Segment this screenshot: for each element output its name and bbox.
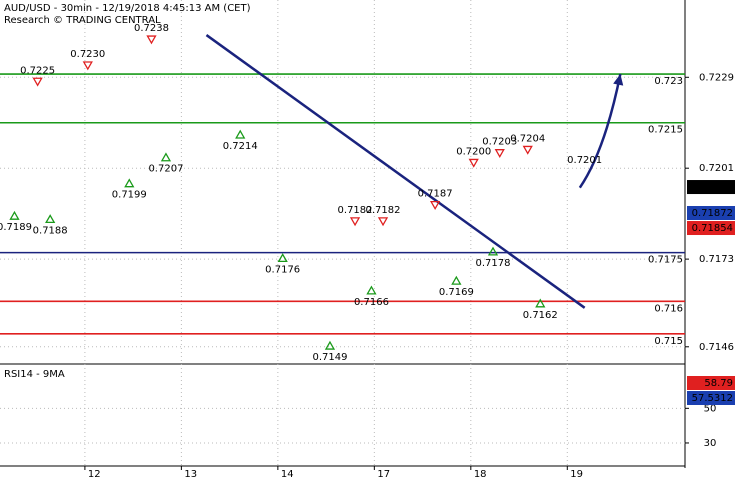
pivot-label: 0.7166	[354, 297, 389, 308]
pivot-label: 0.7230	[70, 49, 105, 60]
pivot-label: 0.7178	[476, 258, 511, 269]
y-tick-label: 0.7173	[699, 254, 734, 265]
level-label: 0.7215	[648, 125, 683, 136]
trend-line	[205, 34, 586, 309]
level-label: 0.716	[654, 303, 683, 314]
projection-arrow	[578, 73, 622, 189]
rsi-title: RSI14 - 9MA	[4, 369, 65, 380]
y-tick-label: 0.7229	[699, 72, 734, 83]
y-tick-label: 50	[704, 403, 717, 414]
y-tick-label: 0.7146	[699, 342, 734, 353]
price-tag-label: 58.79	[704, 378, 733, 389]
pivot-label: 0.7199	[112, 190, 147, 201]
pivot-high-marker	[377, 217, 389, 227]
pivot-label: 0.7176	[265, 264, 300, 275]
price-tag-label: 0.71952	[692, 182, 733, 193]
pivot-high-marker	[468, 158, 479, 168]
price-tag	[687, 221, 735, 236]
price-tag	[687, 391, 735, 405]
pivot-label: 0.7182	[366, 205, 401, 216]
x-tick-label: 12	[88, 469, 101, 480]
pivot-label: 0.7200	[456, 146, 491, 157]
level-label: 0.715	[654, 336, 683, 347]
x-tick-label: 17	[377, 469, 390, 480]
pivot-label: 0.7214	[223, 141, 258, 152]
pivot-label: 0.7238	[134, 23, 169, 34]
pivot-low-marker	[9, 210, 20, 220]
pivot-low-marker	[160, 152, 172, 162]
price-tag-label: 0.71854	[692, 223, 733, 234]
pivot-low-marker	[366, 285, 377, 295]
pivot-high-marker	[349, 217, 361, 227]
price-tag-label: 0.71872	[692, 208, 733, 219]
pivot-label: 0.7225	[20, 65, 55, 76]
price-tag-label: 57.5312	[692, 393, 733, 404]
price-tag	[687, 180, 735, 195]
chart-subtitle: Research © TRADING CENTRAL	[4, 15, 161, 26]
price-tag	[687, 206, 735, 221]
level-label: 0.7175	[648, 255, 683, 266]
pivot-label: 0.7162	[523, 310, 558, 321]
pivot-high-marker	[429, 201, 441, 210]
pivot-low-marker	[45, 214, 56, 224]
pivot-low-marker	[487, 246, 499, 256]
level-label: 0.723	[654, 76, 683, 87]
pivot-label: 0.7201	[567, 155, 602, 166]
pivot-high-marker	[82, 61, 93, 71]
pivot-low-marker	[124, 178, 135, 188]
pivot-high-marker	[146, 35, 157, 45]
pivot-label: 0.7182	[338, 205, 373, 216]
pivot-label: 0.7189	[0, 222, 32, 233]
x-tick-label: 19	[570, 469, 583, 480]
pivot-label: 0.7207	[148, 164, 183, 175]
pivot-low-marker	[235, 129, 246, 139]
pivot-label: 0.7169	[439, 287, 474, 298]
pivot-low-marker	[451, 275, 462, 285]
y-tick-label: 30	[704, 438, 717, 449]
x-tick-label: 14	[281, 469, 294, 480]
pivot-label: 0.7187	[418, 189, 453, 200]
pivot-label: 0.7149	[312, 352, 347, 363]
pivot-low-marker	[277, 253, 288, 263]
pivot-high-marker	[494, 149, 505, 159]
pivot-low-marker	[535, 298, 546, 308]
x-tick-label: 18	[474, 469, 487, 480]
x-tick-label: 13	[184, 469, 197, 480]
arrow-head	[613, 74, 624, 86]
pivot-high-marker	[522, 145, 533, 155]
chart-title: AUD/USD - 30min - 12/19/2018 4:45:13 AM …	[4, 3, 251, 14]
pivot-high-marker	[32, 77, 43, 87]
y-tick-label: 0.7201	[699, 163, 734, 174]
pivot-label: 0.7204	[510, 133, 545, 144]
price-tag	[687, 376, 735, 390]
pivot-label: 0.7203	[482, 137, 517, 148]
pivot-label: 0.7188	[33, 225, 68, 236]
pivot-low-marker	[324, 340, 336, 350]
